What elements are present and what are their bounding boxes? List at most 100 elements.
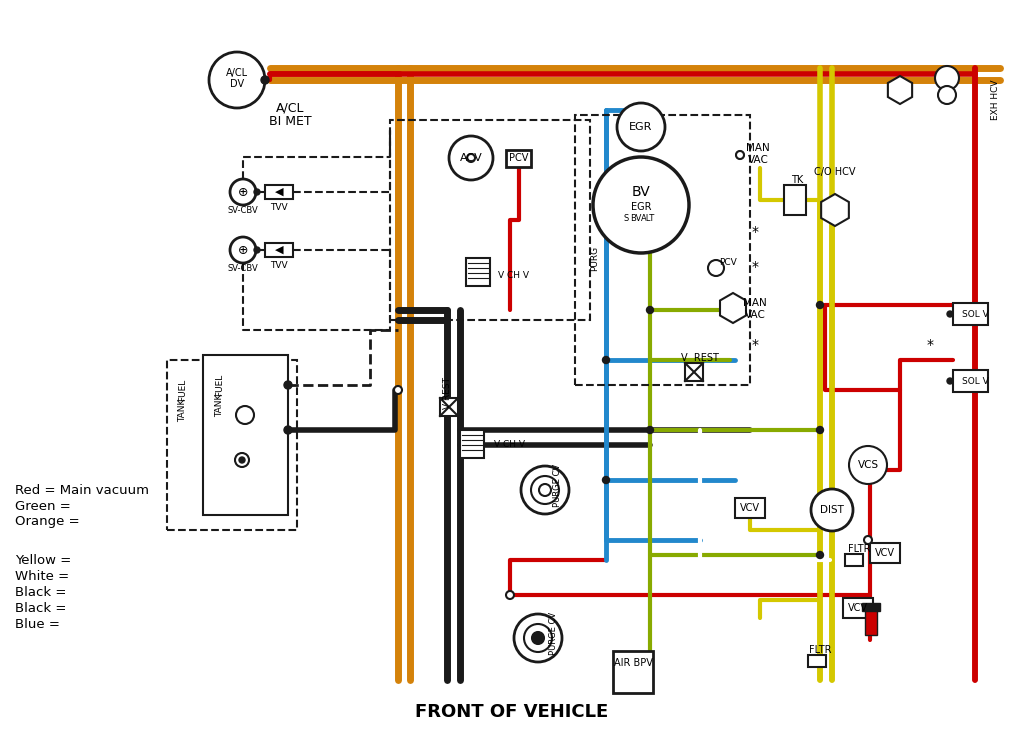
- Bar: [862, 603, 880, 611]
- Text: Yellow =: Yellow =: [15, 553, 72, 567]
- Text: FUEL: FUEL: [178, 379, 187, 401]
- Text: *: *: [752, 260, 759, 274]
- Circle shape: [234, 453, 249, 467]
- Circle shape: [467, 154, 475, 162]
- Circle shape: [539, 484, 551, 496]
- Bar: [843, 598, 873, 618]
- Text: ACV: ACV: [460, 153, 482, 163]
- Circle shape: [506, 591, 514, 599]
- Circle shape: [708, 260, 724, 276]
- Text: V REST: V REST: [442, 377, 452, 409]
- Bar: [265, 185, 293, 199]
- Text: *: *: [752, 225, 759, 239]
- Circle shape: [736, 151, 744, 159]
- Text: DIST: DIST: [820, 505, 844, 515]
- Bar: [613, 651, 653, 693]
- Bar: [390, 120, 590, 320]
- Text: ⊕: ⊕: [238, 185, 248, 198]
- Text: V  REST: V REST: [681, 353, 719, 363]
- Bar: [870, 543, 900, 563]
- Text: AIR BPV: AIR BPV: [613, 658, 652, 668]
- Text: ◀: ◀: [274, 187, 284, 197]
- Text: SOL V: SOL V: [962, 376, 989, 385]
- Text: EGR: EGR: [631, 202, 651, 212]
- Circle shape: [514, 614, 562, 662]
- Polygon shape: [821, 194, 849, 226]
- Text: *: *: [752, 338, 759, 352]
- Text: FLTR: FLTR: [848, 544, 870, 554]
- Text: BV: BV: [632, 185, 650, 199]
- Bar: [460, 430, 484, 458]
- Text: V CH V: V CH V: [494, 440, 525, 448]
- Circle shape: [239, 457, 245, 463]
- Bar: [466, 258, 490, 286]
- Circle shape: [849, 446, 887, 484]
- Circle shape: [811, 489, 853, 531]
- Text: TANK: TANK: [215, 393, 224, 417]
- Text: VAC: VAC: [744, 310, 765, 320]
- Circle shape: [602, 356, 609, 364]
- Bar: [575, 115, 750, 385]
- Text: White =: White =: [15, 570, 70, 583]
- Circle shape: [230, 179, 256, 205]
- Circle shape: [646, 426, 653, 434]
- Circle shape: [236, 406, 254, 424]
- Circle shape: [736, 151, 744, 159]
- Text: BI MET: BI MET: [268, 115, 311, 127]
- Polygon shape: [720, 293, 746, 323]
- Text: SV-CBV: SV-CBV: [227, 264, 258, 273]
- Text: DV: DV: [230, 79, 244, 89]
- Text: TANK: TANK: [178, 398, 187, 422]
- Bar: [735, 498, 765, 518]
- Text: PCV: PCV: [719, 257, 737, 267]
- Text: MAN: MAN: [743, 298, 767, 308]
- Text: TVV: TVV: [270, 203, 288, 212]
- Text: Black =: Black =: [15, 586, 67, 598]
- Circle shape: [209, 52, 265, 108]
- Bar: [845, 554, 863, 566]
- Circle shape: [935, 66, 959, 90]
- Circle shape: [816, 551, 823, 559]
- Text: PURG: PURG: [591, 245, 599, 270]
- Text: SV-CBV: SV-CBV: [227, 206, 258, 215]
- Bar: [203, 355, 288, 515]
- Circle shape: [602, 476, 609, 484]
- Text: TK: TK: [791, 175, 803, 185]
- Text: FLTR: FLTR: [809, 645, 831, 655]
- Text: MAN: MAN: [746, 143, 770, 153]
- Circle shape: [261, 76, 269, 84]
- Circle shape: [646, 306, 653, 314]
- Text: Red = Main vacuum: Red = Main vacuum: [15, 484, 150, 497]
- Text: A/CL: A/CL: [226, 68, 248, 78]
- Circle shape: [284, 426, 292, 434]
- Text: VCV: VCV: [874, 548, 895, 558]
- Text: TVV: TVV: [270, 260, 288, 270]
- Text: Orange =: Orange =: [15, 515, 80, 528]
- Circle shape: [532, 632, 544, 644]
- Text: A/CL: A/CL: [275, 101, 304, 115]
- Text: S: S: [624, 213, 629, 223]
- Text: Black =: Black =: [15, 601, 67, 614]
- Circle shape: [524, 624, 552, 652]
- Circle shape: [521, 466, 569, 514]
- Text: FRONT OF VEHICLE: FRONT OF VEHICLE: [416, 703, 608, 721]
- Bar: [265, 243, 293, 257]
- Text: VCV: VCV: [740, 503, 760, 513]
- Circle shape: [254, 189, 260, 195]
- Circle shape: [230, 237, 256, 263]
- Text: VAC: VAC: [748, 155, 768, 165]
- Bar: [167, 360, 297, 530]
- Text: Green =: Green =: [15, 500, 71, 512]
- Circle shape: [816, 426, 823, 434]
- Text: VCS: VCS: [857, 460, 879, 470]
- Text: ⊕: ⊕: [238, 243, 248, 257]
- Text: PURGE CV: PURGE CV: [549, 612, 557, 655]
- Text: ALT: ALT: [641, 213, 655, 223]
- Text: *: *: [927, 338, 934, 352]
- Bar: [808, 655, 826, 667]
- Bar: [953, 370, 988, 392]
- Text: EGR: EGR: [630, 122, 652, 132]
- Text: V CH V: V CH V: [498, 270, 529, 279]
- Text: PURGE CV: PURGE CV: [554, 464, 562, 506]
- Text: VCV: VCV: [848, 603, 868, 613]
